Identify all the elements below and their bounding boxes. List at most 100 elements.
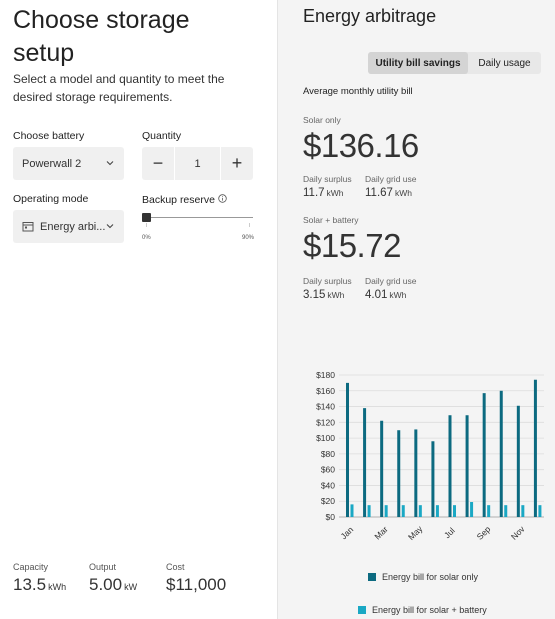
y-tick-label: $160 [316, 386, 335, 396]
bar-solar-battery [401, 505, 405, 517]
decrease-quantity-button[interactable]: − [152, 153, 164, 173]
capacity-stat: Capacity 13.5 kWh [13, 562, 66, 595]
legend-swatch [358, 606, 366, 614]
slider-thumb[interactable] [142, 213, 151, 222]
increase-quantity-button[interactable]: + [231, 153, 243, 173]
y-tick-label: $100 [316, 433, 335, 443]
energy-arbitrage-panel: Energy arbitrage Utility bill savings Da… [278, 0, 555, 619]
solar-only-surplus-value: 11.7 [303, 187, 325, 199]
legend-solar-battery: Energy bill for solar + battery [358, 605, 487, 615]
y-tick-label: $40 [321, 480, 335, 490]
cost-value: $11,000 [166, 575, 227, 594]
x-tick-label: Jan [338, 524, 355, 541]
bar-solar-battery [470, 502, 474, 517]
x-tick-label: Mar [372, 524, 390, 542]
output-label: Output [89, 562, 117, 572]
page-subtitle: Select a model and quantity to meet the … [13, 72, 225, 104]
solar-only-grid-value: 11.67 [365, 187, 393, 199]
x-tick-label: Nov [509, 523, 527, 541]
quantity-value[interactable]: 1 [174, 147, 221, 180]
page-title: Choose storage setup [13, 6, 190, 67]
y-tick-label: $120 [316, 417, 335, 427]
legend-label: Energy bill for solar + battery [372, 605, 487, 615]
chevron-down-icon [105, 221, 115, 234]
solar-battery-grid: 4.01 kWh [365, 289, 406, 301]
operating-mode-value: Energy arbi... [40, 220, 106, 233]
solar-battery-amount: $15.72 [303, 227, 401, 264]
battery-select-value: Powerwall 2 [22, 157, 82, 170]
bar-solar-only [499, 390, 503, 517]
solar-only-surplus-label: Daily surplus [303, 174, 352, 184]
bar-solar-battery [384, 505, 388, 517]
energy-arbitrage-title: Energy arbitrage [303, 6, 437, 26]
y-tick-label: $140 [316, 402, 335, 412]
legend-label: Energy bill for solar only [382, 572, 479, 582]
battery-label: Choose battery [13, 130, 85, 142]
slider-track[interactable] [142, 217, 253, 218]
quantity-label: Quantity [142, 130, 182, 142]
bar-solar-only [397, 430, 401, 517]
bar-solar-only [516, 405, 520, 517]
operating-mode-select[interactable]: Energy arbi... [13, 210, 124, 243]
info-icon[interactable] [218, 194, 227, 206]
output-stat: Output 5.00 kW [89, 562, 137, 595]
average-bill-heading: Average monthly utility bill [303, 86, 413, 97]
battery-select[interactable]: Powerwall 2 [13, 147, 124, 180]
tab-utility-bill-savings[interactable]: Utility bill savings [368, 52, 468, 74]
bar-solar-only [414, 429, 418, 517]
solar-battery-surplus-value: 3.15 [303, 289, 326, 301]
bar-solar-battery [521, 505, 525, 517]
solar-only-surplus-unit: kWh [326, 188, 344, 198]
cost-label: Cost [166, 562, 185, 572]
capacity-unit: kWh [48, 582, 67, 592]
y-tick-label: $0 [326, 512, 336, 522]
solar-battery-surplus: 3.15 kWh [303, 289, 344, 301]
solar-battery-surplus-unit: kWh [327, 290, 345, 300]
solar-battery-grid-unit: kWh [389, 290, 407, 300]
monthly-bill-chart: $0 $20 $40 $60 $80 $100 $120 $140 $160 $180 Jan Mar… [316, 370, 544, 542]
slider-min-label: 0% [142, 235, 151, 241]
backup-reserve-slider[interactable]: 0% 90% [142, 212, 254, 242]
output-value: 5.00 [89, 575, 123, 594]
capacity-value: 13.5 [13, 575, 47, 594]
x-tick-label: May [406, 523, 425, 542]
slider-tick [146, 223, 147, 227]
solar-battery-grid-label: Daily grid use [365, 276, 417, 286]
solar-only-grid-unit: kWh [394, 188, 412, 198]
y-tick-label: $60 [321, 465, 335, 475]
bar-solar-only [482, 393, 486, 517]
bar-solar-battery [350, 504, 354, 517]
y-tick-label: $80 [321, 449, 335, 459]
bar-solar-only [533, 379, 537, 517]
bar-solar-battery [418, 505, 422, 517]
storage-setup-panel: Choose storage setup Select a model and … [13, 6, 255, 595]
bar-solar-battery [453, 505, 456, 517]
x-tick-label: Jul [442, 525, 457, 540]
solar-battery-surplus-label: Daily surplus [303, 276, 352, 286]
calendar-icon [22, 221, 34, 232]
legend-swatch [368, 573, 376, 581]
backup-reserve-label-row: Backup reserve [142, 194, 227, 206]
slider-max-label: 90% [242, 235, 255, 241]
bar-solar-battery [367, 505, 371, 517]
solar-only-grid-label: Daily grid use [365, 174, 417, 184]
backup-reserve-label: Backup reserve [142, 194, 215, 206]
capacity-label: Capacity [13, 562, 49, 572]
legend-solar-only: Energy bill for solar only [368, 572, 478, 582]
slider-tick [249, 223, 250, 227]
y-tick-label: $20 [321, 496, 335, 506]
bar-solar-only [363, 408, 367, 517]
bar-solar-only [448, 415, 452, 517]
operating-mode-label: Operating mode [13, 193, 89, 205]
panel-divider [277, 0, 278, 619]
bar-solar-battery [435, 505, 439, 517]
view-toggle: Utility bill savings Daily usage [368, 52, 541, 74]
bar-solar-only [346, 382, 349, 517]
cost-stat: Cost $11,000 [166, 562, 226, 595]
bar-solar-only [431, 441, 435, 517]
solar-only-surplus: 11.7 kWh [303, 187, 344, 199]
tab-daily-usage[interactable]: Daily usage [478, 57, 531, 69]
bar-solar-battery [538, 505, 542, 517]
solar-only-label: Solar only [303, 115, 341, 125]
bar-solar-only [465, 415, 469, 517]
